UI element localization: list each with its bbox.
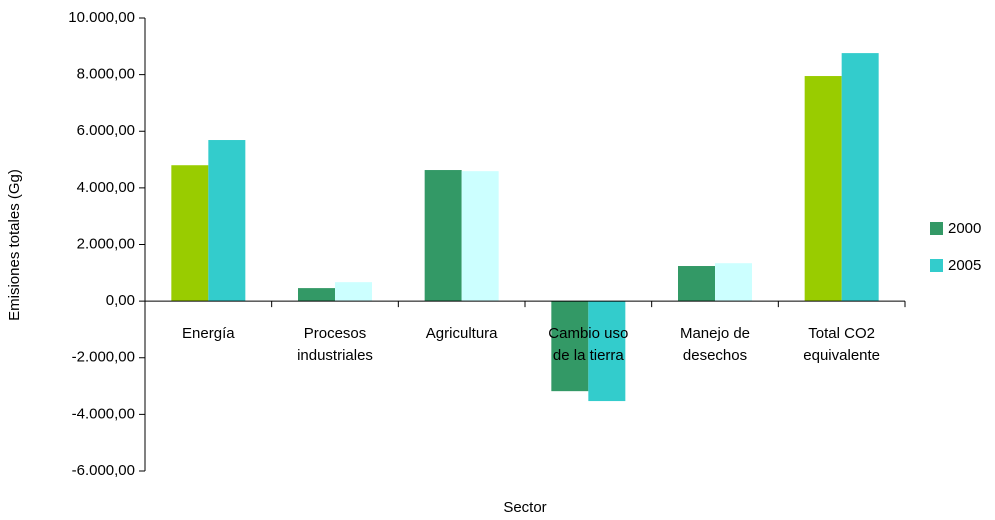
bar (208, 140, 246, 302)
bar (171, 165, 209, 302)
bar (588, 301, 626, 402)
x-tick-label: Manejo de desechos (679, 325, 751, 365)
y-tick-label: 0,00 (106, 292, 135, 309)
bar (551, 301, 589, 392)
legend-swatch (930, 259, 943, 272)
bar (424, 170, 462, 302)
bar (715, 263, 752, 302)
x-tick-label: Total CO2 equivalente (803, 325, 881, 365)
legend-label: 2000 (948, 220, 981, 237)
x-axis-title: Sector (503, 499, 546, 516)
bar (461, 171, 499, 302)
bar (298, 288, 335, 302)
x-tick-label: Procesos industriales (297, 325, 373, 365)
y-axis-title: Emisiones totales (Gg) (6, 169, 23, 321)
y-tick-label: 6.000,00 (77, 122, 135, 139)
y-tick-label: 2.000,00 (77, 235, 135, 252)
legend-label: 2005 (948, 257, 981, 274)
x-tick-label: Cambio uso de la tierra (548, 325, 629, 365)
y-tick-label: -2.000,00 (72, 349, 135, 366)
y-tick-label: 8.000,00 (77, 66, 135, 83)
x-tick-label: Agricultura (425, 325, 498, 343)
bar (841, 53, 879, 302)
bar (678, 266, 715, 302)
y-tick-label: -6.000,00 (72, 462, 135, 479)
x-tick-label: Energía (182, 325, 235, 343)
bar (335, 282, 372, 302)
y-tick-label: -4.000,00 (72, 405, 135, 422)
y-tick-label: 10.000,00 (68, 9, 135, 26)
bar (804, 76, 842, 302)
y-tick-label: 4.000,00 (77, 179, 135, 196)
legend-swatch (930, 222, 943, 235)
